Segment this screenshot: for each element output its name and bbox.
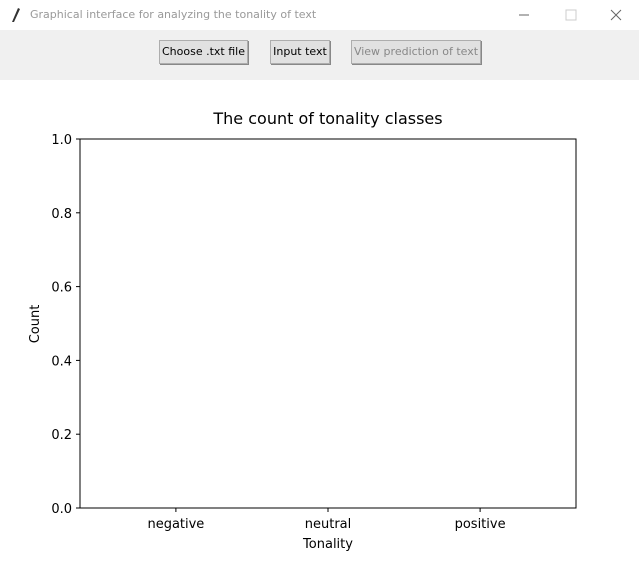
y-tick-label: 0.4	[51, 354, 72, 369]
y-tick-label: 0.2	[51, 428, 72, 443]
chart: The count of tonality classes Tonality C…	[28, 109, 577, 552]
y-axis-label: Count	[28, 305, 43, 344]
x-tick-label: negative	[147, 517, 204, 532]
view-prediction-button[interactable]: View prediction of text	[351, 40, 481, 64]
x-axis-label: Tonality	[302, 537, 353, 552]
maximize[interactable]	[565, 9, 577, 21]
title-bar: Graphical interface for analyzing the to…	[0, 0, 639, 30]
x-tick-label: neutral	[305, 517, 352, 532]
input-text-button[interactable]: Input text	[270, 40, 330, 64]
title-icons	[12, 8, 622, 22]
y-tick-label: 1.0	[51, 133, 72, 148]
app-icon	[12, 8, 20, 22]
y-tick-label: 0.0	[51, 502, 72, 517]
y-tick-label: 0.8	[51, 207, 72, 222]
window-title: Graphical interface for analyzing the to…	[30, 8, 317, 21]
chart-title: The count of tonality classes	[212, 109, 442, 128]
choose-file-button[interactable]: Choose .txt file	[159, 40, 248, 64]
close[interactable]	[610, 9, 622, 21]
y-tick-label: 0.6	[51, 281, 72, 296]
toolbar: Choose .txt file Input text View predict…	[0, 30, 639, 80]
plot-frame	[79, 138, 577, 509]
x-tick-label: positive	[455, 517, 506, 532]
